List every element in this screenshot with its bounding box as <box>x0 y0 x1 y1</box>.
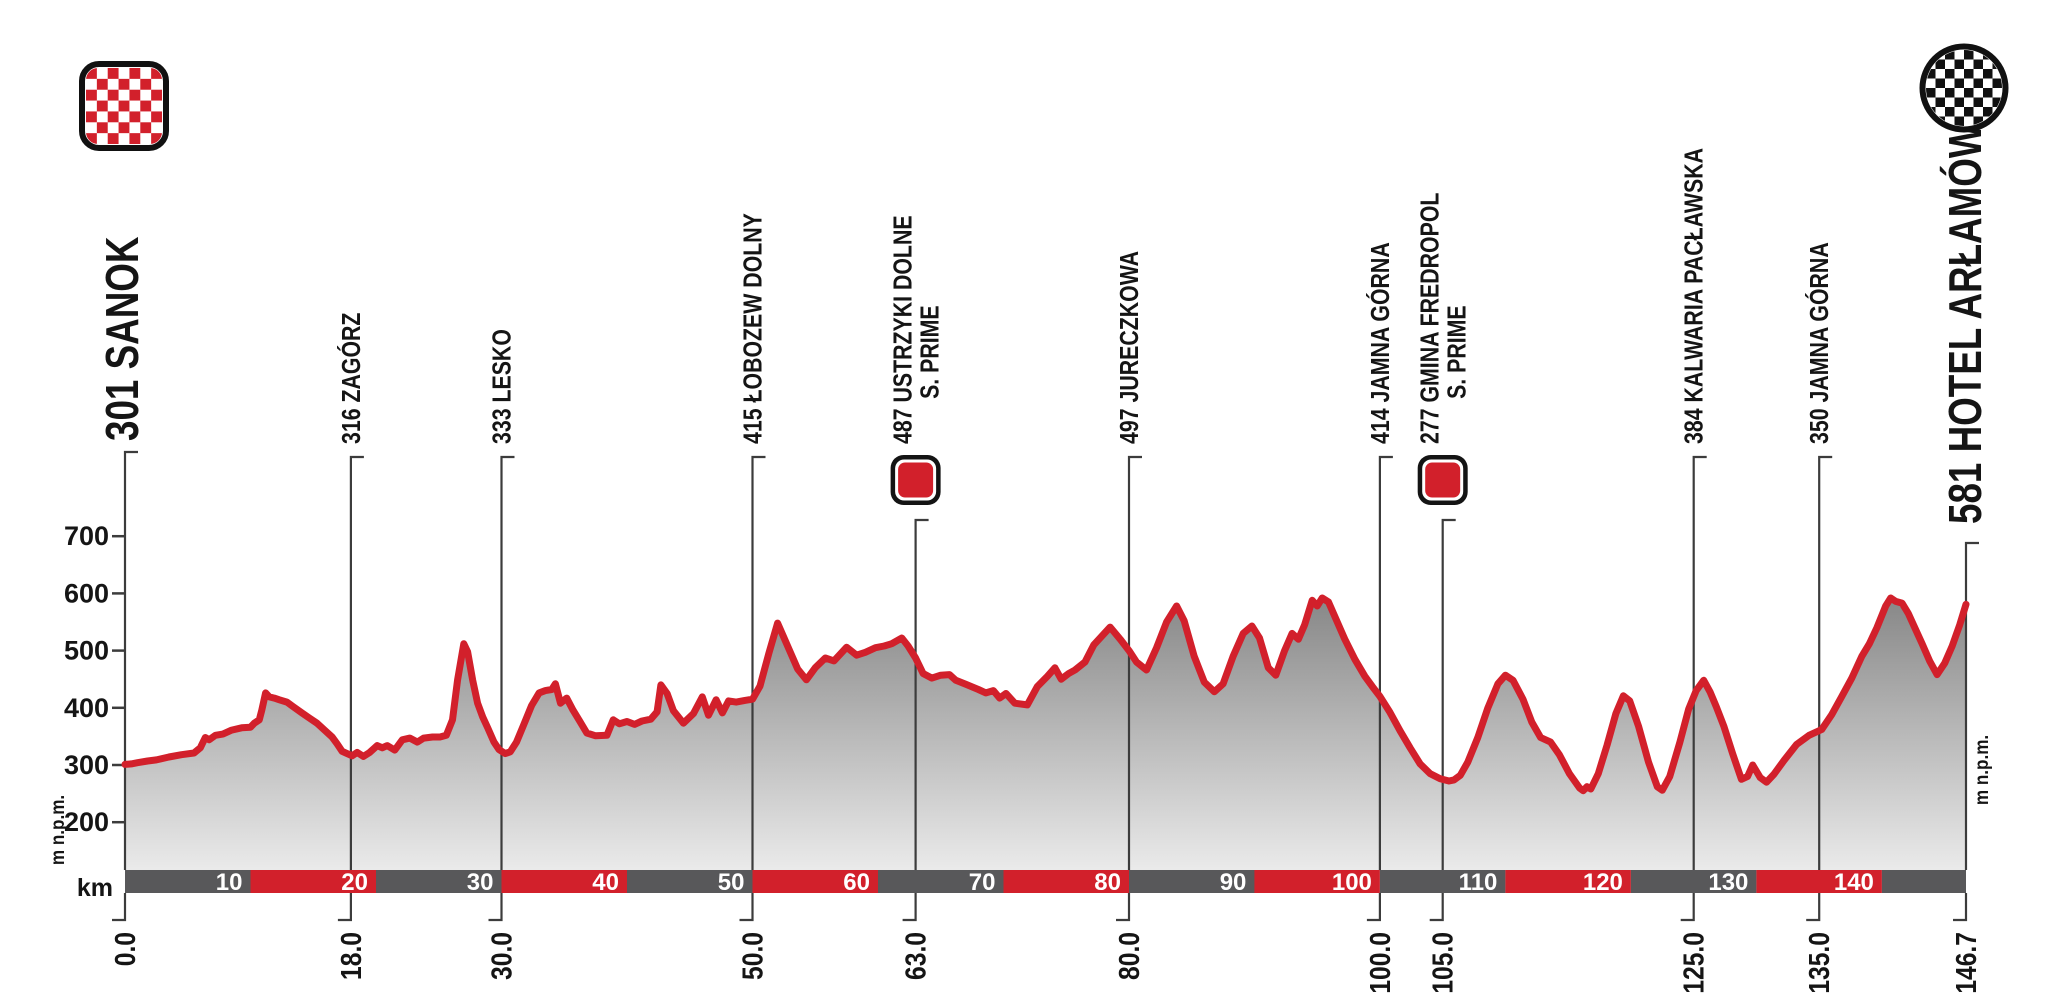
distance-bar-number: 20 <box>341 869 368 896</box>
waypoint-label: 277 GMINA FREDROPOLS. PRIME <box>1416 193 1473 444</box>
distance-bar-segment <box>878 870 1004 893</box>
start-label: 301 SANOK <box>96 237 148 441</box>
distance-bar-segment <box>627 870 753 893</box>
distance-bar-segment <box>376 870 502 893</box>
waypoint-label: 333 LESKO <box>488 329 518 444</box>
waypoint-marker-line <box>902 518 929 922</box>
distance-bar-number: 10 <box>216 869 243 896</box>
waypoint-marker-line <box>1953 541 1979 922</box>
waypoint-km-label: 100.0 <box>1364 932 1396 994</box>
waypoint-km-label: 80.0 <box>1113 932 1145 980</box>
distance-bar-segment <box>1881 870 1966 893</box>
waypoint-label: 414 JAMNA GÓRNA <box>1365 242 1396 444</box>
waypoint-marker-line <box>488 455 515 922</box>
y-axis-tick-label: 200 <box>64 807 109 837</box>
prime-sprint-icon <box>1417 455 1468 505</box>
distance-bar-segment <box>1129 870 1255 893</box>
waypoint-label: 497 JURECZKOWA <box>1115 251 1145 444</box>
y-axis-tick-label: 300 <box>64 750 109 780</box>
x-axis-unit: km <box>77 874 113 902</box>
distance-bar-segment <box>1630 870 1757 893</box>
finish-flag-icon <box>1919 43 2009 133</box>
waypoint-label: 350 JAMNA GÓRNA <box>1804 242 1835 444</box>
waypoint-label: 487 USTRZYKI DOLNES. PRIME <box>889 215 946 444</box>
finish-label: 581 HOTEL ARŁAMÓW <box>1938 123 1991 524</box>
waypoint-km-label: 30.0 <box>486 932 518 980</box>
y-axis-tick-label: 600 <box>64 578 109 608</box>
waypoint-marker-line <box>739 455 766 922</box>
distance-bar-number: 140 <box>1834 869 1874 896</box>
distance-bar-segment <box>1756 870 1882 893</box>
y-axis-unit-left: m n.p.m. <box>47 795 68 865</box>
distance-bar-segment <box>501 870 627 893</box>
distance-bar-number: 80 <box>1094 869 1121 896</box>
waypoint-km-label: 146.7 <box>1950 932 1982 994</box>
start-flag-icon <box>79 61 169 151</box>
waypoint-marker-line <box>1366 455 1393 922</box>
waypoint-km-label: 105.0 <box>1427 932 1459 994</box>
waypoint-km-label: 0.0 <box>109 932 141 966</box>
distance-bar-segment <box>752 870 878 893</box>
waypoint-marker-line <box>1116 455 1142 922</box>
waypoint-marker-line <box>1680 455 1707 922</box>
y-axis-tick-label: 400 <box>64 693 109 723</box>
waypoint-label: 316 ZAGÓRZ <box>336 313 367 444</box>
distance-bar-number: 100 <box>1332 869 1372 896</box>
distance-bar-number: 120 <box>1583 869 1623 896</box>
distance-bar: 10 20 30 40 50 60 70 80 90 100 110 120 130 140 <box>125 869 1966 896</box>
distance-bar-segment <box>1505 870 1631 893</box>
distance-bar-segment <box>1254 870 1380 893</box>
waypoint-km-label: 50.0 <box>737 932 769 980</box>
distance-bar-number: 90 <box>1220 869 1247 896</box>
distance-bar-number: 50 <box>718 869 745 896</box>
distance-bar-segment <box>1379 870 1506 893</box>
waypoint-km-label: 125.0 <box>1678 932 1710 994</box>
y-axis-tick-label: 700 <box>64 521 109 551</box>
distance-bar-number: 110 <box>1459 869 1498 896</box>
waypoint-km-label: 63.0 <box>900 932 932 980</box>
distance-bar-segment <box>250 870 376 893</box>
waypoint-label: 415 ŁOBOZEW DOLNY <box>739 213 769 444</box>
elevation-line <box>121 594 1970 795</box>
waypoint-marker-line <box>1429 518 1456 922</box>
waypoint-km-label: 18.0 <box>335 932 367 980</box>
distance-bar-segment <box>1003 870 1129 893</box>
distance-bar-number: 130 <box>1708 869 1748 896</box>
distance-bar-number: 40 <box>592 869 619 896</box>
y-axis: 700 600 500 400 300 200 <box>64 521 126 837</box>
y-axis-tick-label: 500 <box>64 636 109 666</box>
waypoint-km-label: 135.0 <box>1803 932 1835 994</box>
waypoint-markers <box>112 450 1979 922</box>
distance-bar-segment <box>125 870 251 893</box>
distance-bar-number: 60 <box>843 869 870 896</box>
y-axis-unit-right: m n.p.m. <box>1971 735 1992 805</box>
waypoint-label: 384 KALWARIA PACŁAWSKA <box>1680 148 1710 444</box>
waypoint-marker-line <box>337 455 364 922</box>
distance-bar-number: 30 <box>467 869 494 896</box>
prime-sprint-icon <box>890 455 941 505</box>
waypoint-marker-line <box>112 450 138 922</box>
elevation-area <box>125 598 1966 870</box>
distance-bar-number: 70 <box>969 869 996 896</box>
